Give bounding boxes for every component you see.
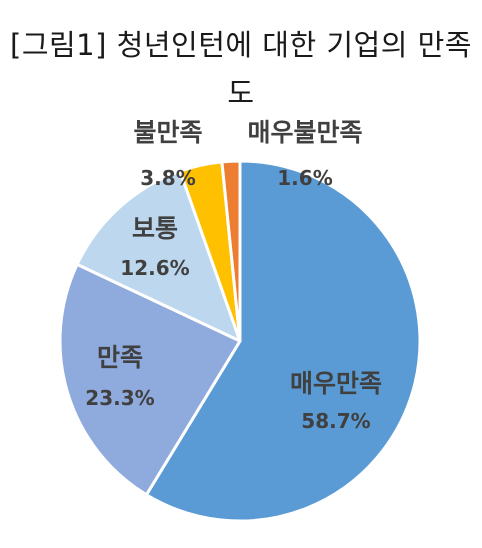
slice-label-5: 매우불만족	[247, 118, 362, 147]
slice-value-4: 3.8%	[140, 166, 195, 190]
slice-label-4: 불만족	[133, 118, 202, 147]
pie-slice-2	[58, 262, 242, 497]
pie-slice-5	[220, 159, 242, 343]
pie-slice-3	[75, 169, 242, 343]
chart-title-line-1: [그림1] 청년인턴에 대한 기업의 만족	[10, 28, 472, 62]
chart-title-line-2: 도	[227, 76, 255, 110]
slice-label-2: 만족	[97, 343, 143, 372]
pie-slice-1	[144, 159, 422, 523]
slice-value-3: 12.6%	[120, 256, 189, 280]
slice-value-2: 23.3%	[85, 386, 154, 410]
slice-value-1: 58.7%	[301, 409, 370, 433]
slice-value-5: 1.6%	[277, 166, 332, 190]
slice-label-3: 보통	[132, 214, 178, 243]
slice-label-1: 매우만족	[290, 369, 382, 398]
